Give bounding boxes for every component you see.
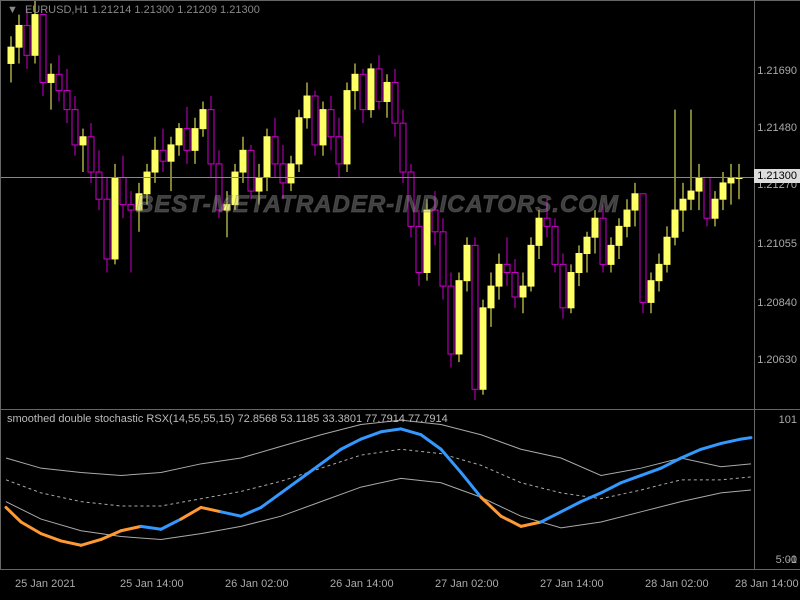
time-tick-label: 27 Jan 02:00 [435,578,499,590]
price-tick-label: 1.21690 [757,65,797,77]
time-tick-label: 27 Jan 14:00 [540,578,604,590]
chart-header: ▼ EURUSD,H1 1.21214 1.21300 1.21209 1.21… [7,4,260,16]
ohlc-label: 1.21214 1.21300 1.21209 1.21300 [92,4,260,16]
price-tick-label: 1.21480 [757,122,797,134]
time-tick-label: 28 Jan 14:00 [735,578,799,590]
indicator-y-axis: 101-15:00 [755,410,800,570]
candlestick-svg [1,1,756,411]
chevron-down-icon[interactable]: ▼ [7,4,18,16]
chart-container: ▼ EURUSD,H1 1.21214 1.21300 1.21209 1.21… [0,0,800,600]
price-tick-label: 1.21055 [757,238,797,250]
price-tick-label: 1.20630 [757,354,797,366]
current-price-line [1,177,756,178]
time-tick-label: 25 Jan 14:00 [120,578,184,590]
price-y-axis: 1.21300 1.216901.214801.212701.210551.20… [755,0,800,410]
indicator-tick-label: 101 [779,414,797,426]
price-tick-label: 1.20840 [757,297,797,309]
symbol-label: EURUSD,H1 [25,4,89,16]
indicator-svg [1,410,756,570]
time-tick-label: 28 Jan 02:00 [645,578,709,590]
indicator-tick-label: 5:00 [776,554,797,566]
time-tick-label: 25 Jan 2021 [15,578,76,590]
time-tick-label: 26 Jan 02:00 [225,578,289,590]
time-tick-label: 26 Jan 14:00 [330,578,394,590]
time-x-axis: 25 Jan 2021 25 Jan 14:00 26 Jan 02:00 26 Ja… [0,570,800,600]
indicator-panel[interactable]: smoothed double stochastic RSX(14,55,55,… [0,410,755,570]
current-price-tag: 1.21300 [754,169,800,183]
main-candlestick-chart[interactable]: ▼ EURUSD,H1 1.21214 1.21300 1.21209 1.21… [0,0,755,410]
indicator-title: smoothed double stochastic RSX(14,55,55,… [7,413,448,425]
